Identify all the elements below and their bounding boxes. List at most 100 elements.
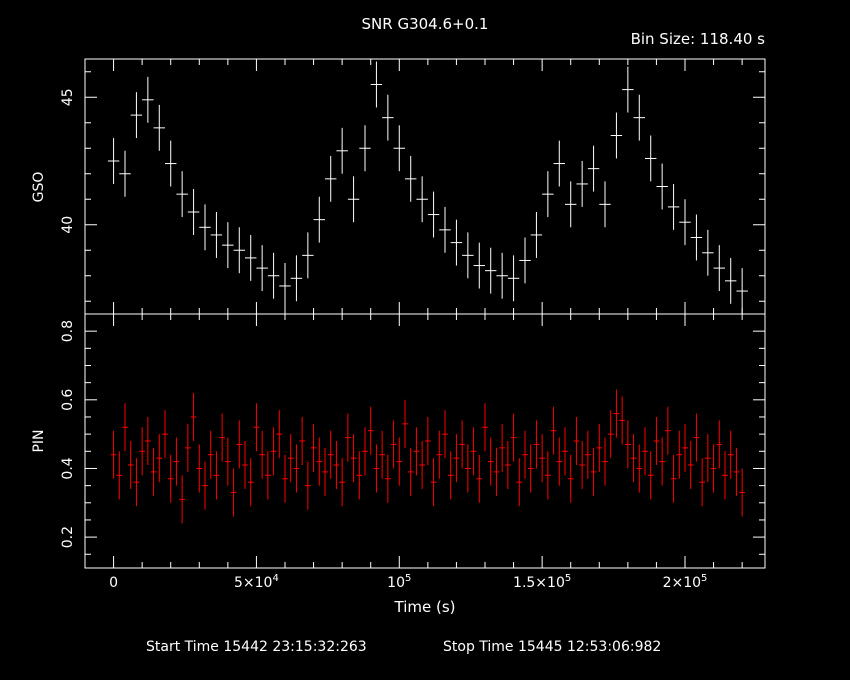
- pin-data-point: [596, 423, 603, 472]
- bin-size-label: Bin Size: 118.40 s: [631, 30, 766, 48]
- pin-data-point: [236, 420, 243, 469]
- pin-data-point: [665, 406, 671, 455]
- gso-data-point: [507, 255, 520, 302]
- pin-data-point: [653, 416, 660, 466]
- gso-data-point: [736, 268, 748, 314]
- pin-data-point: [567, 454, 574, 503]
- pin-data-point: [133, 458, 140, 507]
- pin-data-point: [145, 416, 151, 466]
- gso-data-point: [245, 234, 257, 281]
- gso-data-point: [107, 138, 120, 184]
- pin-data-point: [299, 416, 305, 466]
- pin-data-point: [305, 461, 311, 510]
- pin-data-point: [613, 389, 620, 438]
- gso-data-point: [473, 242, 485, 289]
- pin-data-point: [276, 410, 283, 459]
- pin-data-point: [413, 427, 420, 476]
- gso-data-point: [439, 206, 451, 253]
- pin-data-point: [647, 451, 654, 500]
- time-tick-label: 0: [109, 575, 118, 591]
- pin-data-point: [219, 413, 225, 462]
- pin-data-point: [590, 447, 597, 496]
- pin-data-point: [167, 454, 174, 503]
- pin-data-point: [493, 447, 500, 496]
- time-tick-label: 2×105: [663, 573, 708, 591]
- pin-data-point: [607, 410, 614, 459]
- gso-data-point: [656, 163, 668, 210]
- gso-data-point: [256, 245, 268, 292]
- gso-data-point: [565, 181, 577, 228]
- gso-data-point: [279, 263, 291, 309]
- pin-axis-label: PIN: [31, 429, 47, 452]
- pin-data-point: [579, 441, 585, 490]
- pin-data-point: [687, 441, 694, 490]
- chart-title: SNR G304.6+0.1: [362, 15, 489, 33]
- gso-data-point: [485, 247, 497, 294]
- pin-data-point: [630, 434, 637, 483]
- gso-data-point: [210, 212, 223, 258]
- pin-data-point: [682, 423, 688, 472]
- pin-tick-marks: [85, 313, 765, 568]
- pin-data-point: [425, 416, 431, 466]
- gso-data-point: [393, 125, 405, 172]
- time-tick-exponent: 5: [565, 573, 571, 584]
- pin-data-point: [396, 437, 403, 486]
- gso-y-tick-label: 45: [60, 88, 76, 106]
- pin-y-tick-label: 0.8: [60, 320, 76, 342]
- pin-data-point: [287, 434, 294, 483]
- gso-axis-label: GSO: [31, 172, 47, 203]
- gso-data-point: [587, 145, 600, 192]
- pin-data-point: [453, 434, 460, 483]
- pin-panel-frame: [84, 313, 766, 569]
- gso-data-point: [462, 232, 474, 279]
- pin-data-point: [242, 441, 248, 490]
- pin-data-point: [722, 451, 728, 500]
- pin-data-point: [459, 420, 465, 469]
- pin-data-point: [436, 430, 443, 479]
- pin-data-point: [390, 420, 397, 469]
- gso-data-point: [165, 140, 177, 187]
- gso-data-point: [199, 204, 211, 251]
- pin-data-point: [710, 444, 717, 493]
- pin-data-point: [602, 437, 608, 486]
- gso-data-point: [679, 199, 691, 246]
- pin-data-point: [350, 434, 357, 483]
- pin-data-point: [442, 410, 448, 459]
- pin-data-point: [402, 399, 408, 448]
- gso-data-point: [713, 245, 725, 292]
- pin-data-point: [505, 441, 511, 490]
- pin-data-point: [213, 451, 220, 500]
- pin-data-point: [739, 468, 745, 517]
- gso-data-point: [530, 212, 543, 258]
- gso-data-marks: [107, 61, 748, 314]
- pin-data-point: [516, 458, 523, 507]
- pin-data-point: [430, 458, 437, 507]
- gso-data-point: [347, 176, 360, 223]
- pin-data-point: [265, 451, 271, 500]
- pin-data-point: [670, 454, 677, 503]
- pin-data-point: [447, 451, 454, 500]
- pin-data-point: [339, 458, 345, 507]
- gso-data-point: [405, 155, 417, 202]
- pin-data-marks: [110, 389, 745, 524]
- gso-data-point: [416, 176, 428, 223]
- gso-data-point: [325, 155, 337, 202]
- gso-data-point: [553, 140, 565, 187]
- gso-data-point: [267, 252, 280, 299]
- pin-data-point: [345, 413, 351, 462]
- time-tick-label: 105: [387, 573, 411, 591]
- pin-data-point: [253, 403, 260, 452]
- pin-data-point: [470, 427, 477, 476]
- pin-data-point: [190, 392, 197, 441]
- pin-data-point: [476, 454, 483, 503]
- pin-data-point: [407, 447, 414, 496]
- gso-data-point: [496, 252, 508, 299]
- gso-data-point: [222, 222, 234, 269]
- pin-data-point: [562, 427, 568, 476]
- gso-tick-labels: 40 45: [60, 88, 76, 233]
- pin-data-point: [642, 427, 648, 476]
- gso-data-point: [336, 127, 348, 174]
- pin-data-point: [110, 430, 117, 479]
- pin-data-point: [139, 427, 145, 476]
